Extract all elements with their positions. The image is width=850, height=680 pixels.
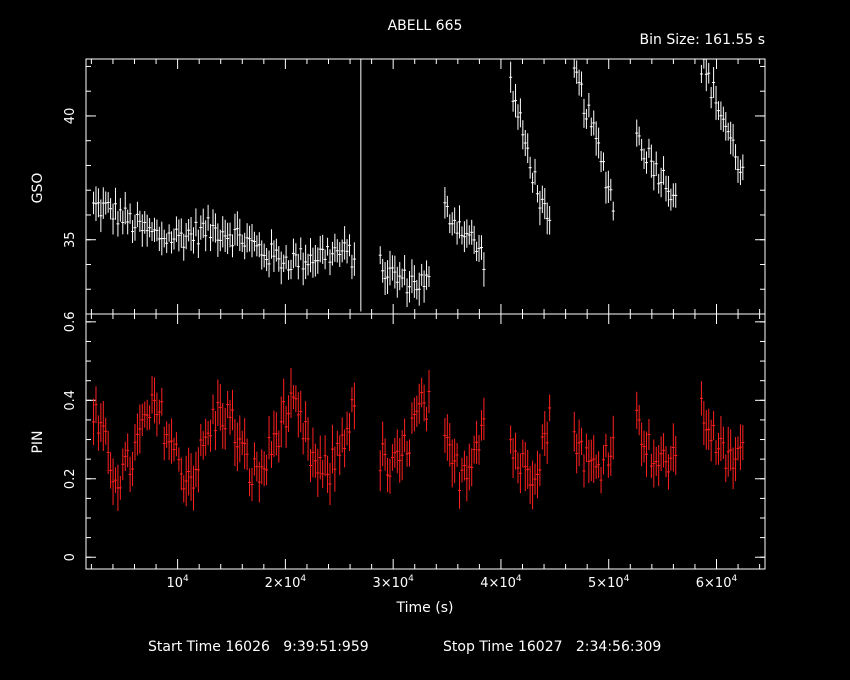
gso-y-ticks: 35 40 xyxy=(63,65,765,290)
chart-title: ABELL 665 xyxy=(388,18,463,34)
gso-x-ticks xyxy=(90,59,761,314)
x-tick-label: 5×104 xyxy=(588,574,630,591)
gso-series xyxy=(92,58,745,312)
x-tick-label: 104 xyxy=(166,574,189,591)
y-tick-label: 0 xyxy=(63,553,78,561)
gso-panel-frame xyxy=(85,58,766,315)
pin-series xyxy=(92,368,745,512)
x-tick-label: 4×104 xyxy=(480,574,522,591)
pin-y-ticks: 0 0.2 0.4 0.6 xyxy=(63,312,765,561)
x-tick-label: 2×104 xyxy=(265,574,307,591)
gso-panel: 35 40 GSO xyxy=(30,58,766,315)
x-tick-label: 6×104 xyxy=(696,574,738,591)
y-tick-label: 35 xyxy=(63,231,78,248)
stop-time-label: Stop Time 16027 2:34:56:309 xyxy=(443,639,661,655)
pin-panel-frame xyxy=(85,313,766,570)
y-tick-label: 0.6 xyxy=(63,312,78,333)
start-time-label: Start Time 16026 9:39:51:959 xyxy=(148,639,369,655)
y-tick-label: 40 xyxy=(63,108,78,125)
pin-y-axis-label: PIN xyxy=(30,430,46,453)
y-tick-label: 0.4 xyxy=(63,390,78,411)
bin-size-label: Bin Size: 161.55 s xyxy=(640,32,765,48)
pin-x-ticks xyxy=(90,314,761,569)
y-tick-label: 0.2 xyxy=(63,468,78,489)
x-axis-label: Time (s) xyxy=(396,600,454,616)
pin-panel: 0 0.2 0.4 0.6 PIN xyxy=(30,312,766,570)
x-tick-label: 3×104 xyxy=(372,574,414,591)
x-tick-labels: 104 2×104 3×104 4×104 5×104 6×104 xyxy=(166,574,737,591)
gso-y-axis-label: GSO xyxy=(30,173,46,204)
